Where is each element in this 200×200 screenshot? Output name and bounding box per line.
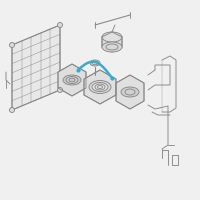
Polygon shape bbox=[116, 75, 144, 109]
Polygon shape bbox=[58, 64, 86, 96]
Circle shape bbox=[10, 43, 14, 47]
Circle shape bbox=[58, 88, 62, 92]
Polygon shape bbox=[12, 25, 60, 110]
Polygon shape bbox=[102, 32, 122, 52]
Circle shape bbox=[58, 22, 62, 27]
Circle shape bbox=[10, 108, 14, 112]
Ellipse shape bbox=[92, 82, 108, 92]
Ellipse shape bbox=[89, 80, 111, 94]
Ellipse shape bbox=[63, 75, 81, 85]
Polygon shape bbox=[84, 70, 116, 104]
Ellipse shape bbox=[102, 32, 122, 42]
Ellipse shape bbox=[90, 60, 100, 66]
Ellipse shape bbox=[102, 42, 122, 52]
Ellipse shape bbox=[121, 87, 139, 97]
